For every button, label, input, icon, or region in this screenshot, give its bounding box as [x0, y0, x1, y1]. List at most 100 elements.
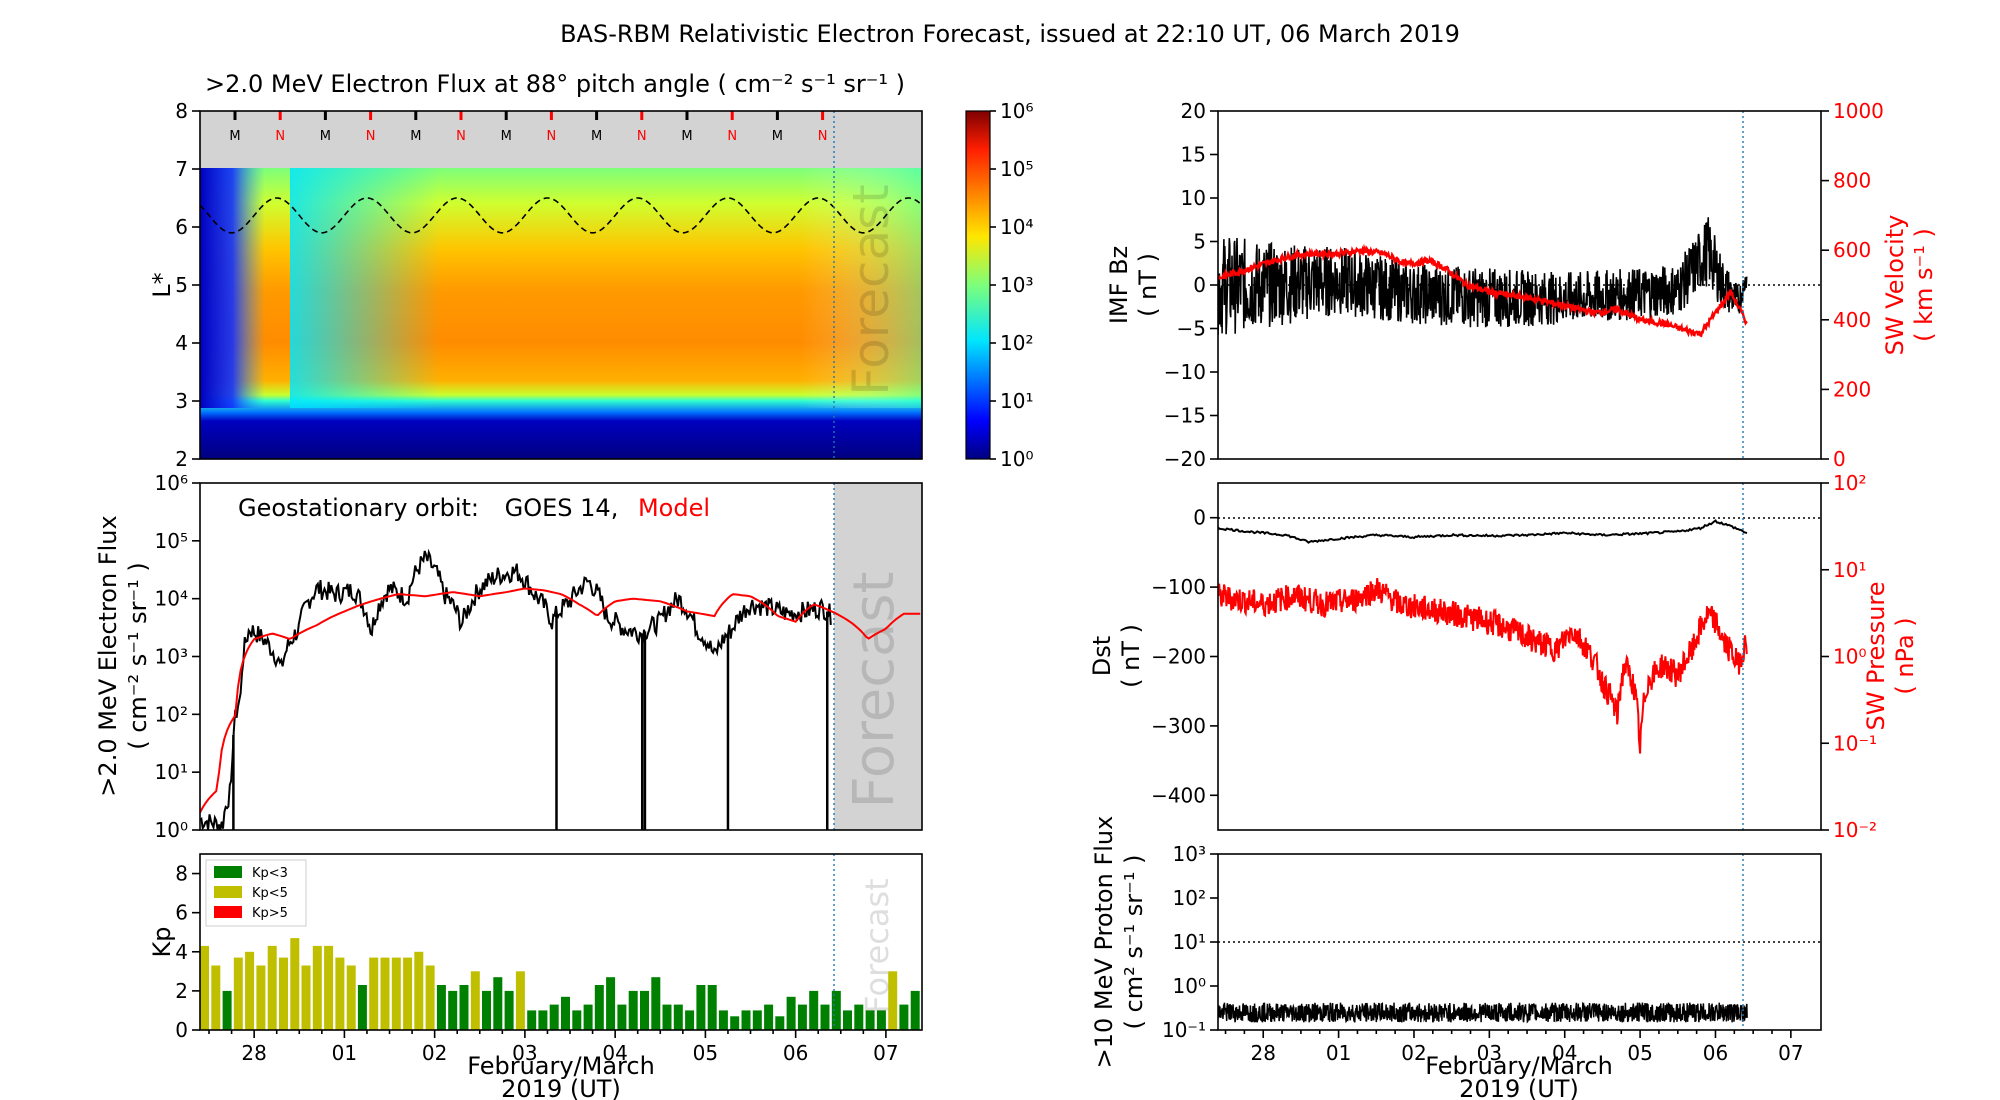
kp-bar	[775, 1016, 785, 1030]
imf-ylabel-units: ( nT )	[1134, 253, 1162, 317]
kp-bar	[357, 985, 367, 1030]
right-xlabel-2: 2019 (UT)	[1459, 1075, 1579, 1100]
x-tick-label: 06	[783, 1041, 808, 1065]
proton-axis-label: 10⁻¹	[1162, 1018, 1206, 1042]
x-tick-label: 28	[1250, 1041, 1275, 1065]
kp-bar	[369, 957, 379, 1030]
x-tick-label: 28	[241, 1041, 266, 1065]
dst-ylabel: Dst	[1088, 636, 1116, 676]
kp-bar	[617, 1004, 627, 1030]
dst-ylabel-units: ( nT )	[1117, 624, 1145, 688]
kp-bar	[222, 990, 232, 1030]
imf-axis-label: −20	[1164, 447, 1206, 471]
colorbar-label: 10⁰	[1000, 447, 1033, 471]
L-axis-label: 8	[175, 99, 188, 123]
kp-bar	[764, 1004, 774, 1030]
kp-bar	[470, 971, 480, 1030]
geo-flux-axis-label: 10³	[155, 645, 188, 669]
sw-pressure-trace	[1218, 578, 1748, 754]
imf-axis-label: −15	[1164, 404, 1206, 428]
kp-bar	[978, 991, 987, 1030]
sw-velocity-axis: 0 200 400 600 800 1000	[1821, 99, 1884, 471]
kp-bar	[967, 991, 976, 1030]
dst-axis-label: −100	[1151, 575, 1206, 599]
kp-bar	[459, 985, 469, 1030]
geo-flux-panel: Forecast Geostationary orbit: GOES 14, M…	[94, 471, 923, 842]
kp-bar	[696, 985, 706, 1030]
x-tick-label: 06	[1703, 1041, 1728, 1065]
x-tick-label: 01	[332, 1041, 357, 1065]
kp-bar	[673, 1004, 683, 1030]
sw-velocity-units: ( km s⁻¹ )	[1910, 228, 1938, 342]
noon-marker: N	[818, 129, 828, 144]
kp-bar	[403, 957, 413, 1030]
kp-ylabel: Kp	[148, 927, 176, 958]
proton-flux-trace	[1218, 1001, 1748, 1024]
proton-flux-line	[1218, 1001, 1748, 1024]
geo-flux-axis-label: 10²	[155, 702, 188, 726]
geo-annotation-obs: GOES 14,	[505, 494, 619, 522]
colorbar-label: 10³	[1000, 273, 1033, 297]
proton-panel: 10⁻¹ 10⁰ 10¹ 10² 10³ >10 MeV Proton Flux ( c…	[1090, 816, 1822, 1100]
midnight-marker: M	[772, 129, 783, 144]
mn-strip	[200, 111, 922, 168]
kp-bar	[200, 945, 209, 1030]
kp-bar	[233, 957, 243, 1030]
midnight-marker: M	[320, 129, 331, 144]
kp-bar	[594, 985, 604, 1030]
kp-bar	[752, 1010, 762, 1030]
kp-bar	[538, 1010, 548, 1030]
figure-title: BAS-RBM Relativistic Electron Forecast, …	[560, 20, 1460, 48]
sw-pressure-label: SW Pressure	[1862, 581, 1890, 730]
proton-axis-label: 10³	[1173, 842, 1206, 866]
kp-bar	[820, 1004, 830, 1030]
proton-axis-label: 10¹	[1173, 930, 1206, 954]
imf-axis-label: 0	[1193, 273, 1206, 297]
kp-bar	[899, 1004, 909, 1030]
proton-ylabel-units: ( cm² s⁻¹ sr⁻¹ )	[1120, 855, 1148, 1030]
kp-bar	[707, 985, 717, 1030]
imf-panel: −20 −15 −10 −5 0 5 10 15 20 0 200 400 600 800 1000 IM…	[1105, 99, 1938, 471]
x-tick-label: 05	[693, 1041, 718, 1065]
kp-bar	[685, 1010, 695, 1030]
kp-bar	[651, 977, 661, 1030]
geo-flux-axis-label: 10⁰	[155, 818, 188, 842]
kp-bar	[910, 990, 920, 1030]
kp-legend: Kp<3 Kp<5 Kp>5	[205, 859, 307, 927]
kp-bar	[448, 990, 458, 1030]
sw-pressure-axis-label: 10²	[1833, 471, 1866, 495]
L-axis-label: 7	[175, 157, 188, 181]
imf-axis-label: −10	[1164, 360, 1206, 384]
kp-bar	[956, 991, 965, 1030]
kp-bar	[945, 991, 954, 1030]
colorbar-label: 10⁶	[1000, 99, 1033, 123]
proton-ylabel: >10 MeV Proton Flux	[1090, 816, 1118, 1069]
geo-flux-axis-label: 10⁶	[155, 471, 188, 495]
kp-bar	[414, 951, 424, 1030]
x-tick-label: 03	[512, 1041, 537, 1065]
sw-pressure-axis-label: 10⁻¹	[1833, 731, 1877, 755]
proton-axis-label: 10²	[1173, 886, 1206, 910]
sw-velocity-line	[1218, 243, 1748, 338]
dst-axis-label: 0	[1193, 506, 1206, 530]
kp-legend-low: Kp<3	[252, 866, 288, 881]
geo-flux-y-axis: 10⁰ 10¹ 10² 10³ 10⁴ 10⁵ 10⁶	[155, 471, 200, 842]
kp-bar	[876, 1010, 886, 1030]
kp-bar	[346, 965, 356, 1030]
colorbar-label: 10¹	[1000, 389, 1033, 413]
kp-bar	[797, 1004, 807, 1030]
flux-map-y-axis: 2 3 4 5 6 7 8	[175, 99, 200, 471]
dst-axis-label: −200	[1151, 645, 1206, 669]
sw-velocity-axis-label: 1000	[1833, 99, 1884, 123]
L-axis-label: 2	[175, 447, 188, 471]
x-tick-label: 03	[1477, 1041, 1502, 1065]
kp-bar	[290, 938, 300, 1030]
kp-bar	[741, 1010, 751, 1030]
kp-bar	[809, 990, 819, 1030]
geo-annotation-prefix: Geostationary orbit:	[238, 494, 479, 522]
sw-velocity-label: SW Velocity	[1881, 215, 1909, 356]
